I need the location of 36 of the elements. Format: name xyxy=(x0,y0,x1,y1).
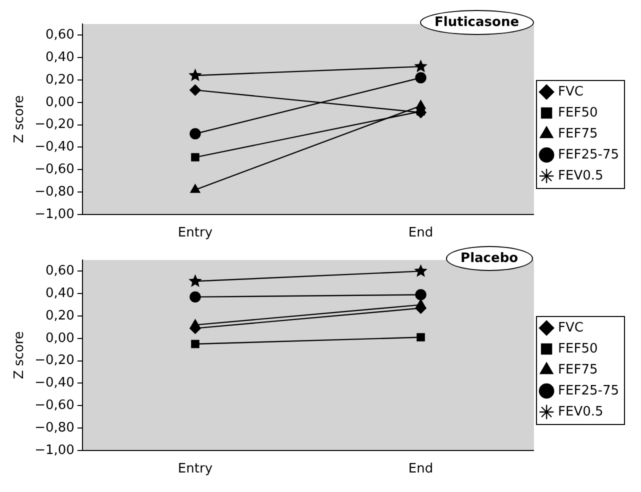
y-tick-label: 0,00 xyxy=(45,330,74,346)
y-tick-label: −0,80 xyxy=(34,184,74,200)
legend-label: FEV0.5 xyxy=(558,168,604,184)
y-tick-label: −0,20 xyxy=(34,353,74,368)
y-tick-label: 0,40 xyxy=(45,50,74,65)
legend-label: FVC xyxy=(558,320,584,336)
y-tick-label: −0,20 xyxy=(34,117,74,132)
legend-label: FEF75 xyxy=(558,362,598,378)
x-tick-label: Entry xyxy=(178,226,213,241)
y-tick-label: −1,00 xyxy=(34,442,74,458)
y-tick-label: −0,40 xyxy=(34,140,74,155)
y-tick-label: −0,60 xyxy=(34,398,74,413)
y-axis-title: Z score xyxy=(12,331,28,380)
y-axis-title: Z score xyxy=(12,95,28,144)
legend-label: FEF50 xyxy=(558,105,598,120)
y-tick-label: −1,00 xyxy=(34,206,74,222)
y-tick-label: 0,20 xyxy=(45,72,74,88)
y-tick-label: 0,00 xyxy=(45,94,74,110)
x-tick-label: End xyxy=(408,226,434,241)
legend-label: FEF25-75 xyxy=(558,383,620,398)
y-tick-label: 0,60 xyxy=(45,28,74,43)
chart-title: Fluticasone xyxy=(420,10,534,34)
x-tick-label: End xyxy=(408,462,434,477)
legend-label: FEF75 xyxy=(558,126,598,142)
legend-label: FEF50 xyxy=(558,341,598,356)
y-tick-label: 0,60 xyxy=(45,264,74,279)
legend-label: FEV0.5 xyxy=(558,404,604,420)
legend-label: FVC xyxy=(558,84,584,100)
y-tick-label: 0,40 xyxy=(45,286,74,301)
y-tick-label: −0,40 xyxy=(34,376,74,391)
x-tick-label: Entry xyxy=(178,462,213,477)
y-tick-label: 0,20 xyxy=(45,308,74,324)
y-tick-label: −0,60 xyxy=(34,162,74,177)
legend-label: FEF25-75 xyxy=(558,147,620,162)
chart-title: Placebo xyxy=(446,246,534,270)
y-tick-label: −0,80 xyxy=(34,420,74,436)
